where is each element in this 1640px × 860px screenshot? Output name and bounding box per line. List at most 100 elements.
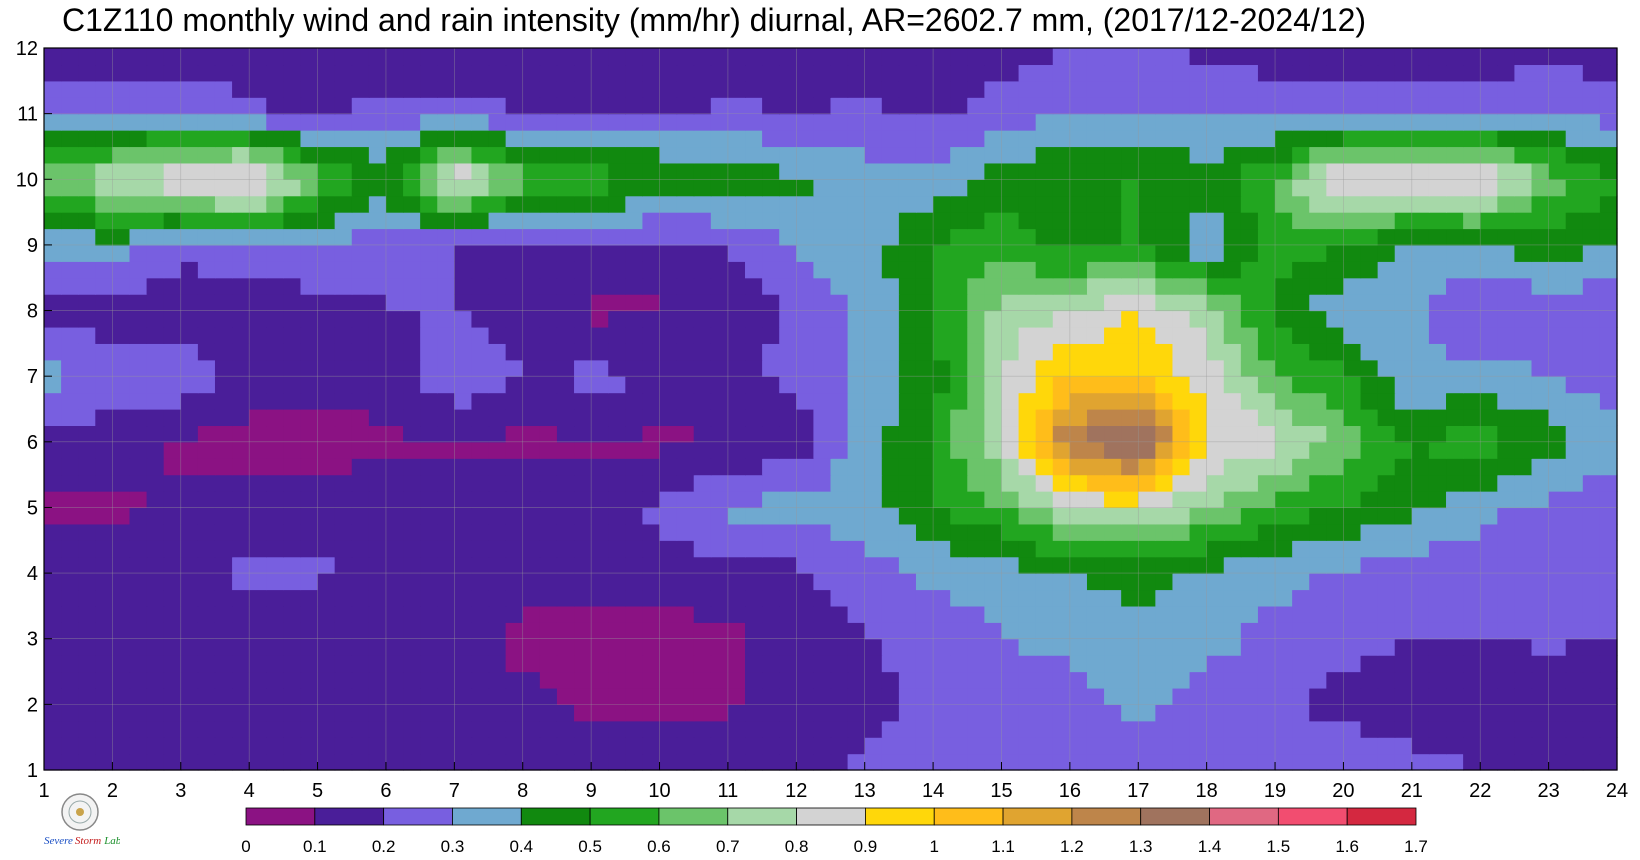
heatmap-cell — [1394, 162, 1413, 180]
heatmap-cell — [488, 573, 507, 591]
heatmap-cell — [1206, 48, 1225, 66]
heatmap-cell — [1309, 687, 1327, 705]
heatmap-cell — [44, 425, 62, 443]
heatmap-cell — [1018, 212, 1037, 230]
heatmap-cell — [505, 573, 524, 591]
heatmap-cell — [1599, 195, 1618, 213]
heatmap-cell — [625, 376, 644, 394]
heatmap-cell — [676, 261, 695, 279]
heatmap-cell — [950, 474, 968, 492]
heatmap-cell — [385, 326, 404, 344]
heatmap-cell — [437, 704, 455, 722]
heatmap-cell — [1240, 343, 1259, 361]
heatmap-cell — [1582, 195, 1601, 213]
heatmap-cell — [625, 392, 644, 410]
heatmap-cell — [197, 638, 216, 656]
heatmap-cell — [112, 737, 131, 755]
heatmap-cell — [779, 507, 797, 525]
heatmap-cell — [539, 671, 558, 689]
heatmap-cell — [197, 605, 216, 623]
heatmap-cell — [403, 638, 421, 656]
heatmap-cell — [351, 359, 370, 377]
heatmap-cell — [608, 704, 626, 722]
heatmap-cell — [1599, 392, 1618, 410]
heatmap-cell — [112, 507, 131, 525]
heatmap-cell — [659, 638, 678, 656]
heatmap-cell — [984, 507, 1003, 525]
heatmap-cell — [1377, 277, 1396, 295]
heatmap-cell — [1377, 556, 1396, 574]
heatmap-cell — [1531, 277, 1550, 295]
heatmap-cell — [779, 195, 797, 213]
heatmap-cell — [1548, 97, 1567, 115]
heatmap-cell — [1326, 409, 1345, 427]
heatmap-cell — [864, 244, 883, 262]
heatmap-cell — [1599, 605, 1618, 623]
heatmap-cell — [1138, 687, 1156, 705]
heatmap-cell — [180, 212, 199, 230]
heatmap-cell — [898, 573, 917, 591]
heatmap-cell — [95, 343, 113, 361]
heatmap-cell — [984, 64, 1003, 82]
heatmap-cell — [1565, 425, 1584, 443]
heatmap-cell — [745, 261, 763, 279]
heatmap-cell — [984, 605, 1003, 623]
heatmap-cell — [1035, 573, 1054, 591]
heatmap-cell — [1018, 326, 1037, 344]
heatmap-cell — [1240, 737, 1259, 755]
heatmap-cell — [1069, 179, 1088, 197]
heatmap-cell — [283, 80, 302, 98]
heatmap-cell — [180, 130, 199, 148]
heatmap-cell — [1223, 720, 1242, 738]
heatmap-cell — [642, 622, 661, 640]
heatmap-cell — [967, 507, 985, 525]
heatmap-cell — [1001, 409, 1020, 427]
heatmap-cell — [317, 638, 336, 656]
heatmap-cell — [61, 441, 79, 459]
heatmap-cell — [574, 376, 592, 394]
heatmap-cell — [676, 655, 695, 673]
heatmap-cell — [283, 638, 302, 656]
heatmap-cell — [1240, 80, 1259, 98]
heatmap-cell — [61, 523, 79, 541]
heatmap-cell — [1086, 573, 1105, 591]
heatmap-cell — [471, 228, 490, 246]
heatmap-cell — [351, 64, 370, 82]
heatmap-cell — [44, 294, 62, 312]
heatmap-cell — [334, 244, 353, 262]
heatmap-cell — [112, 474, 131, 492]
heatmap-cell — [539, 458, 558, 476]
heatmap-cell — [1138, 573, 1156, 591]
heatmap-cell — [864, 622, 883, 640]
heatmap-cell — [1086, 458, 1105, 476]
heatmap-cell — [1411, 753, 1430, 771]
heatmap-cell — [197, 326, 216, 344]
heatmap-cell — [1411, 277, 1430, 295]
heatmap-cell — [368, 326, 387, 344]
heatmap-cell — [44, 556, 62, 574]
heatmap-cell — [1172, 622, 1191, 640]
heatmap-cell — [1206, 244, 1225, 262]
heatmap-cell — [625, 409, 644, 427]
heatmap-cell — [1326, 458, 1345, 476]
heatmap-cell — [881, 507, 900, 525]
heatmap-cell — [796, 392, 815, 410]
heatmap-cell — [915, 392, 934, 410]
heatmap-cell — [112, 146, 131, 164]
heatmap-cell — [522, 409, 541, 427]
heatmap-cell — [1035, 507, 1054, 525]
heatmap-cell — [266, 261, 284, 279]
heatmap-cell — [1155, 359, 1174, 377]
heatmap-cell — [1189, 261, 1208, 279]
heatmap-cell — [1497, 753, 1516, 771]
heatmap-cell — [1018, 277, 1037, 295]
heatmap-cell — [1497, 589, 1516, 607]
heatmap-cell — [112, 655, 131, 673]
heatmap-cell — [1480, 48, 1498, 66]
heatmap-cell — [488, 622, 507, 640]
heatmap-cell — [1069, 474, 1088, 492]
heatmap-cell — [214, 491, 233, 509]
heatmap-cell — [488, 687, 507, 705]
heatmap-cell — [1565, 540, 1584, 558]
heatmap-cell — [1411, 638, 1430, 656]
